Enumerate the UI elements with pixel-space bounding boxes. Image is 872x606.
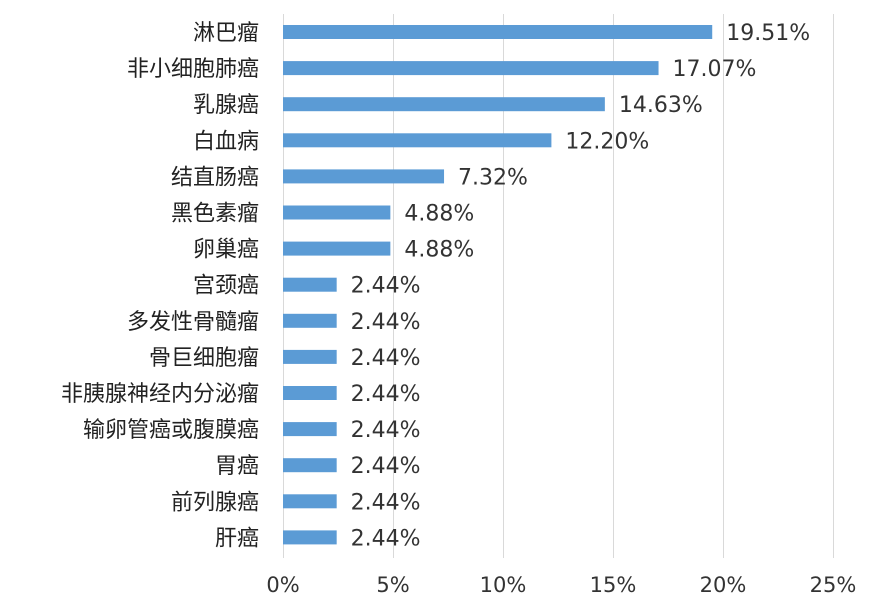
bar [283, 349, 337, 364]
data-label: 2.44% [351, 490, 421, 515]
category-label: 白血病 [193, 129, 259, 154]
bar [283, 530, 337, 545]
category-label: 结直肠癌 [171, 165, 259, 190]
bar [283, 169, 445, 184]
data-label: 2.44% [351, 526, 421, 551]
data-label: 17.07% [673, 57, 757, 82]
x-axis-tick-labels: 0% 5% 10% 15% 20% 25% [266, 573, 856, 597]
category-label: 非胰腺神经内分泌瘤 [61, 382, 259, 407]
data-label: 2.44% [351, 418, 421, 443]
data-label: 4.88% [404, 202, 474, 227]
bar [283, 277, 337, 292]
data-label: 2.44% [351, 346, 421, 371]
data-label: 14.63% [619, 93, 703, 118]
bar [283, 241, 391, 256]
data-label: 2.44% [351, 454, 421, 479]
data-label: 2.44% [351, 310, 421, 335]
bar [283, 422, 337, 437]
category-label: 输卵管癌或腹膜癌 [83, 418, 259, 443]
x-tick-label: 15% [590, 573, 637, 597]
category-label: 卵巢癌 [193, 238, 259, 263]
bar [283, 458, 337, 473]
bar [283, 205, 391, 220]
category-label: 黑色素瘤 [171, 202, 259, 227]
value-labels: 19.51% 17.07% 14.63% 12.20% 7.32% 4.88% 4.88% 2… [351, 21, 810, 551]
x-tick-label: 0% [266, 573, 299, 597]
bar [283, 61, 659, 76]
data-label: 2.44% [351, 274, 421, 299]
data-label: 7.32% [458, 165, 528, 190]
data-label: 2.44% [351, 382, 421, 407]
x-tick-label: 10% [480, 573, 527, 597]
category-label: 骨巨细胞瘤 [149, 346, 259, 371]
x-tick-label: 5% [376, 573, 409, 597]
bar [283, 313, 337, 328]
category-label: 肝癌 [215, 526, 259, 551]
category-label: 淋巴瘤 [193, 21, 259, 46]
category-label: 前列腺癌 [171, 490, 259, 515]
bar [283, 386, 337, 400]
data-label: 4.88% [404, 238, 474, 263]
category-label: 胃癌 [215, 454, 259, 479]
bars [283, 25, 713, 545]
x-tick-label: 25% [810, 573, 857, 597]
category-label: 多发性骨髓瘤 [127, 310, 259, 335]
category-label: 宫颈癌 [193, 274, 259, 299]
bar [283, 25, 713, 39]
bar [283, 133, 552, 148]
bar [283, 494, 337, 509]
data-label: 12.20% [565, 129, 649, 154]
category-labels: 淋巴瘤非小细胞肺癌乳腺癌白血病结直肠癌黑色素瘤卵巢癌宫颈癌多发性骨髓瘤骨巨细胞瘤… [61, 21, 259, 551]
x-tick-label: 20% [700, 573, 747, 597]
category-label: 非小细胞肺癌 [127, 57, 259, 82]
bar [283, 97, 605, 112]
category-label: 乳腺癌 [193, 93, 259, 118]
data-label: 19.51% [726, 21, 810, 46]
